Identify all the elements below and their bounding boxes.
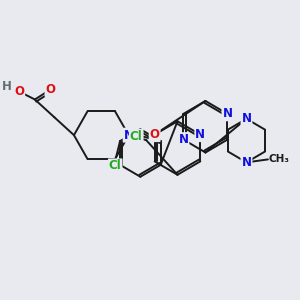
Text: N: N [178,133,188,146]
Text: N: N [222,107,233,120]
Text: N: N [242,112,251,125]
Text: N: N [242,156,251,169]
Text: H: H [2,80,11,93]
Text: Cl: Cl [109,159,122,172]
Text: O: O [14,85,24,98]
Text: N: N [124,129,134,142]
Text: CH₃: CH₃ [269,154,290,164]
Text: N: N [195,128,205,141]
Text: O: O [46,83,56,96]
Text: Cl: Cl [130,130,142,142]
Text: O: O [150,128,160,141]
